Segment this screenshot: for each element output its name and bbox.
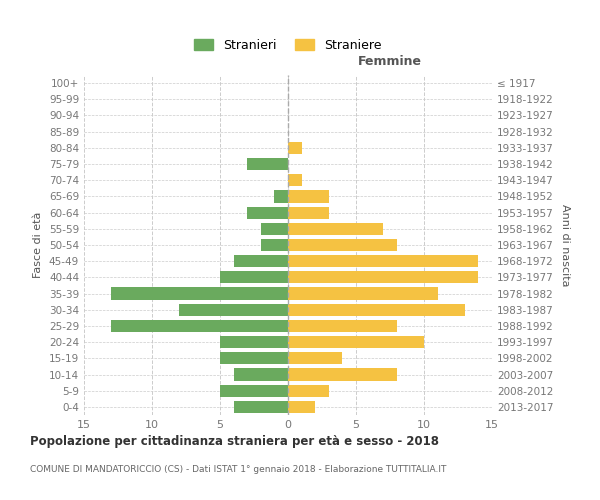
Bar bbox=[111, 320, 288, 332]
Bar bbox=[288, 288, 437, 300]
Y-axis label: Fasce di età: Fasce di età bbox=[34, 212, 43, 278]
Bar bbox=[288, 239, 397, 251]
Bar bbox=[288, 368, 397, 380]
Bar bbox=[288, 384, 329, 397]
Bar bbox=[288, 352, 343, 364]
Bar bbox=[288, 320, 397, 332]
Bar bbox=[233, 368, 288, 380]
Bar bbox=[179, 304, 288, 316]
Bar bbox=[288, 255, 478, 268]
Bar bbox=[220, 352, 288, 364]
Bar bbox=[274, 190, 288, 202]
Bar bbox=[247, 206, 288, 218]
Bar bbox=[288, 336, 424, 348]
Bar bbox=[288, 142, 302, 154]
Bar bbox=[220, 336, 288, 348]
Bar bbox=[233, 255, 288, 268]
Bar bbox=[233, 401, 288, 413]
Y-axis label: Anni di nascita: Anni di nascita bbox=[560, 204, 570, 286]
Bar bbox=[261, 239, 288, 251]
Bar bbox=[220, 384, 288, 397]
Bar bbox=[288, 190, 329, 202]
Text: COMUNE DI MANDATORICCIO (CS) - Dati ISTAT 1° gennaio 2018 - Elaborazione TUTTITA: COMUNE DI MANDATORICCIO (CS) - Dati ISTA… bbox=[30, 465, 446, 474]
Legend: Stranieri, Straniere: Stranieri, Straniere bbox=[190, 34, 386, 56]
Bar bbox=[288, 174, 302, 186]
Bar bbox=[247, 158, 288, 170]
Bar bbox=[288, 206, 329, 218]
Bar bbox=[288, 304, 465, 316]
Bar bbox=[261, 222, 288, 235]
Bar bbox=[220, 272, 288, 283]
Bar bbox=[288, 401, 315, 413]
Bar bbox=[111, 288, 288, 300]
Text: Popolazione per cittadinanza straniera per età e sesso - 2018: Popolazione per cittadinanza straniera p… bbox=[30, 435, 439, 448]
Bar bbox=[288, 272, 478, 283]
Text: Femmine: Femmine bbox=[358, 55, 422, 68]
Bar bbox=[288, 222, 383, 235]
